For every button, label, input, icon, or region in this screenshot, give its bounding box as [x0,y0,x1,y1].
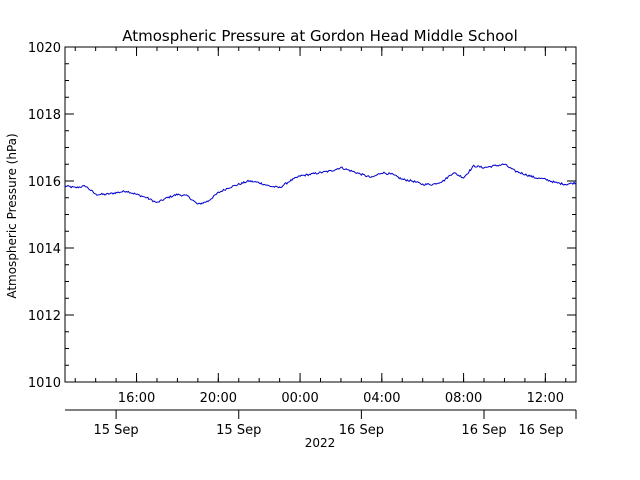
date-tick-label: 16 Sep [461,423,506,438]
y-axis-label: Atmospheric Pressure (hPa) [5,133,19,298]
date-tick-label: 16 Sep [518,423,563,438]
date-tick-label: 16 Sep [339,423,384,438]
date-tick-label: 15 Sep [94,423,139,438]
x-axis-label: 2022 [305,436,336,450]
x-tick-label: 00:00 [281,391,318,406]
y-tick-label: 1018 [28,108,61,123]
chart-title: Atmospheric Pressure at Gordon Head Midd… [122,27,518,45]
y-tick-label: 1014 [28,242,61,257]
date-tick-label: 15 Sep [216,423,261,438]
x-tick-label: 04:00 [363,391,400,406]
date-axis: 15 Sep 15 Sep 16 Sep 16 Sep 16 Sep [65,409,577,438]
x-tick-label: 16:00 [118,391,155,406]
x-tick-label: 08:00 [445,391,482,406]
y-axis: 1010 1012 1014 1016 1018 1020 [28,41,576,391]
x-tick-label: 20:00 [200,391,237,406]
x-tick-label: 12:00 [527,391,564,406]
y-tick-label: 1020 [28,41,61,56]
pressure-series-line [64,163,577,205]
y-tick-label: 1016 [28,175,61,190]
x-axis: 16:00 20:00 00:00 04:00 08:00 12:00 [74,47,567,406]
y-tick-label: 1012 [28,309,61,324]
plot-frame [64,46,577,383]
plot-area-border [64,46,577,383]
y-tick-label: 1010 [28,376,61,391]
